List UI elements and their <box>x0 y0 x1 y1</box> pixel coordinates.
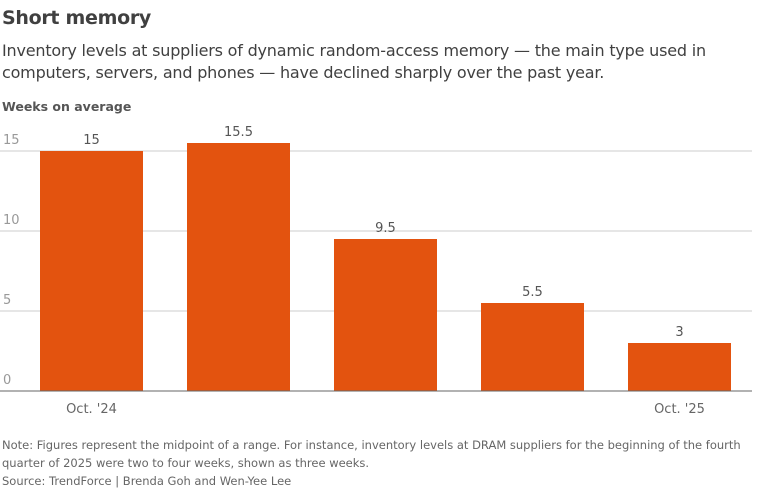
data-label: 5.5 <box>522 285 543 300</box>
chart-title: Short memory <box>2 7 152 29</box>
x-tick-label: Oct. '25 <box>654 402 705 417</box>
bar <box>40 151 143 391</box>
y-axis-label: Weeks on average <box>2 99 132 114</box>
y-tick-label: 5 <box>3 293 11 308</box>
x-tick-label: Oct. '24 <box>66 402 117 417</box>
bar <box>187 143 290 391</box>
chart-subtitle: Inventory levels at suppliers of dynamic… <box>2 41 706 82</box>
chart-note: Note: Figures represent the midpoint of … <box>2 438 741 470</box>
chart-source: Source: TrendForce | Brenda Goh and Wen-… <box>2 474 292 488</box>
bar <box>334 239 437 391</box>
data-label: 3 <box>675 325 683 340</box>
y-tick-label: 10 <box>3 213 20 228</box>
data-label: 15.5 <box>224 125 253 140</box>
data-label: 9.5 <box>375 221 396 236</box>
data-label: 15 <box>83 133 100 148</box>
y-tick-label: 15 <box>3 133 20 148</box>
bar <box>481 303 584 391</box>
bar-chart: 0 5 10 15 15 Oct. '24 15.5 9.5 5.5 3 Oct. '25 <box>0 125 752 417</box>
y-tick-label: 0 <box>3 373 11 388</box>
bar <box>628 343 731 391</box>
